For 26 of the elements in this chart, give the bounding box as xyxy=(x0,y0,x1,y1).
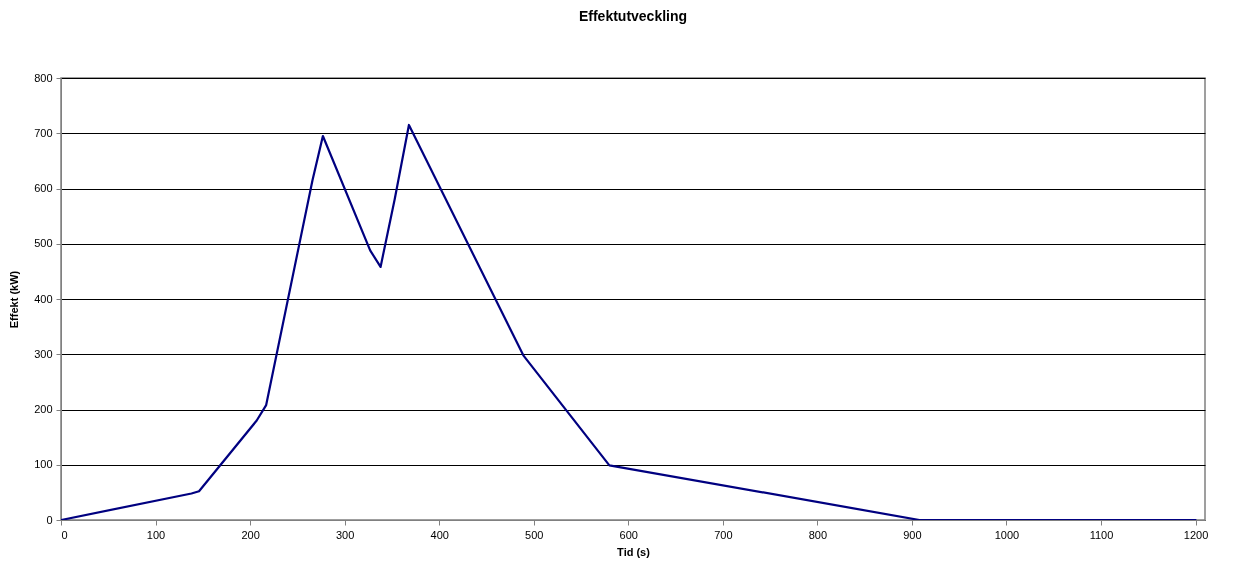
x-tick-label: 100 xyxy=(146,528,166,541)
y-tick-label: 300 xyxy=(34,347,53,360)
x-tick-label: 1000 xyxy=(994,528,1020,541)
y-tick-label: 800 xyxy=(34,71,53,84)
y-tick-label: 100 xyxy=(34,458,53,471)
y-tick-label: 500 xyxy=(34,237,53,250)
x-tick-label: 800 xyxy=(808,528,828,541)
x-tick-label: 300 xyxy=(335,528,355,541)
x-tick-label: 1200 xyxy=(1183,528,1209,541)
x-tick-label: 500 xyxy=(525,528,544,541)
y-tick-label: 600 xyxy=(34,182,53,194)
x-tick-label: 1100 xyxy=(1089,528,1114,541)
y-tick-label: 400 xyxy=(34,292,53,305)
y-tick-label: 700 xyxy=(34,126,53,139)
x-tick-label: 0 xyxy=(61,528,68,541)
x-tick-label: 900 xyxy=(903,528,922,541)
x-tick-label: 600 xyxy=(619,528,638,541)
y-tick-label: 0 xyxy=(46,513,53,526)
chart-title: Effektutveckling xyxy=(578,8,688,24)
x-tick-label: 400 xyxy=(430,528,449,541)
y-axis-title: Effekt (kW) xyxy=(8,270,21,329)
x-axis-title: Tid (s) xyxy=(617,545,651,558)
y-tick-label: 200 xyxy=(34,403,53,415)
line-series xyxy=(61,123,1197,520)
x-tick-label: 200 xyxy=(241,528,260,541)
x-tick-label: 700 xyxy=(714,528,733,541)
